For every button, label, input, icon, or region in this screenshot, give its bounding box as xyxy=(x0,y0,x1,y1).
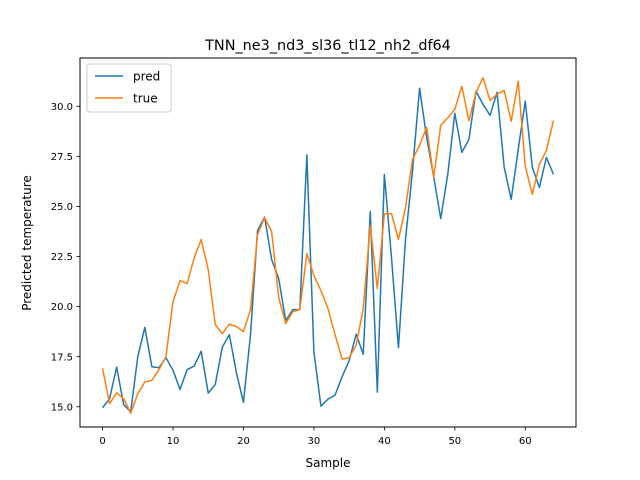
plot-area-frame xyxy=(79,57,577,428)
chart-title: TNN_ne3_nd3_sl36_tl12_nh2_df64 xyxy=(204,38,451,54)
y-tick-label: 20.0 xyxy=(51,302,73,313)
x-axis-ticks: 0 10 20 30 40 50 60 xyxy=(99,427,532,447)
series-line-true xyxy=(101,77,555,414)
x-axis-label: Sample xyxy=(306,456,351,470)
y-tick-label: 30.0 xyxy=(51,102,73,113)
x-tick-label: 60 xyxy=(519,436,532,447)
y-axis-label: Predicted temperature xyxy=(20,175,34,311)
x-tick-label: 50 xyxy=(448,436,461,447)
legend: pred true xyxy=(86,63,172,113)
y-tick-label: 17.5 xyxy=(51,352,73,363)
x-tick-label: 40 xyxy=(378,436,391,447)
x-tick-label: 30 xyxy=(308,436,321,447)
x-tick-label: 0 xyxy=(99,436,105,447)
legend-label-true: true xyxy=(133,92,158,106)
y-tick-label: 22.5 xyxy=(51,252,73,263)
y-tick-label: 25.0 xyxy=(51,202,73,213)
x-tick-label: 20 xyxy=(237,436,250,447)
x-tick-label: 10 xyxy=(167,436,180,447)
y-tick-label: 27.5 xyxy=(51,152,73,163)
y-axis-ticks: 15.0 17.5 20.0 22.5 25.0 27.5 30.0 xyxy=(51,102,80,413)
series-line-pred xyxy=(101,87,555,413)
series-lines xyxy=(101,77,555,414)
legend-label-pred: pred xyxy=(133,70,160,84)
y-tick-label: 15.0 xyxy=(51,402,73,413)
